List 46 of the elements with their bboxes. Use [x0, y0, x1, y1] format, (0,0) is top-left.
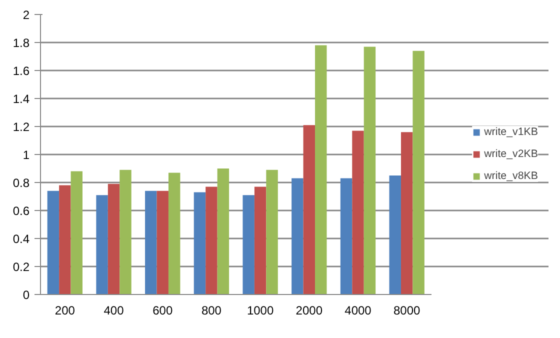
- bar: [315, 45, 327, 294]
- bar: [168, 172, 180, 294]
- x-tick-label: 600: [152, 304, 173, 318]
- bar: [340, 178, 352, 294]
- x-tick-label: 2000: [296, 304, 323, 318]
- y-tick-label: 1: [22, 148, 30, 162]
- bar: [242, 195, 254, 294]
- bar: [292, 178, 304, 294]
- bar: [59, 185, 71, 294]
- x-tick-label: 4000: [344, 304, 372, 318]
- y-tick-label: 2: [22, 8, 30, 22]
- bar: [389, 176, 401, 294]
- bar: [400, 132, 413, 294]
- bar: [108, 184, 120, 294]
- y-tick-label: 1.4: [12, 92, 30, 106]
- x-tick-label: 800: [201, 304, 222, 318]
- bar: [266, 170, 278, 294]
- y-tick-label: 1.8: [12, 36, 30, 50]
- x-tick-label: 200: [54, 304, 76, 318]
- x-tick-label: 1000: [246, 304, 274, 318]
- y-tick-label: 0.6: [12, 204, 30, 218]
- bar: [96, 195, 108, 294]
- legend-label: write_v8KB: [484, 170, 538, 182]
- x-tick-label: 8000: [394, 304, 421, 318]
- bar: [217, 168, 230, 294]
- bar: [303, 125, 316, 294]
- bar: [120, 170, 132, 294]
- y-tick-label: 1.2: [12, 120, 30, 134]
- x-tick-label: 400: [104, 304, 124, 318]
- y-tick-label: 1.6: [12, 64, 30, 78]
- legend-label: write_v2KB: [484, 148, 538, 160]
- bar: [70, 171, 83, 294]
- y-tick-label: 0.8: [12, 176, 30, 190]
- bar: [194, 192, 206, 294]
- y-tick-label: 0: [22, 288, 30, 302]
- legend-label: write_v1KB: [484, 126, 538, 138]
- y-tick-label: 0.2: [12, 260, 30, 274]
- y-tick-label: 0.4: [12, 232, 30, 246]
- bar: [254, 186, 266, 294]
- bar: [47, 190, 60, 294]
- bar: [145, 190, 157, 294]
- bar: [352, 130, 364, 294]
- bar: [364, 46, 376, 294]
- bar: [412, 50, 424, 294]
- bar: [156, 190, 168, 294]
- bar: [206, 186, 218, 294]
